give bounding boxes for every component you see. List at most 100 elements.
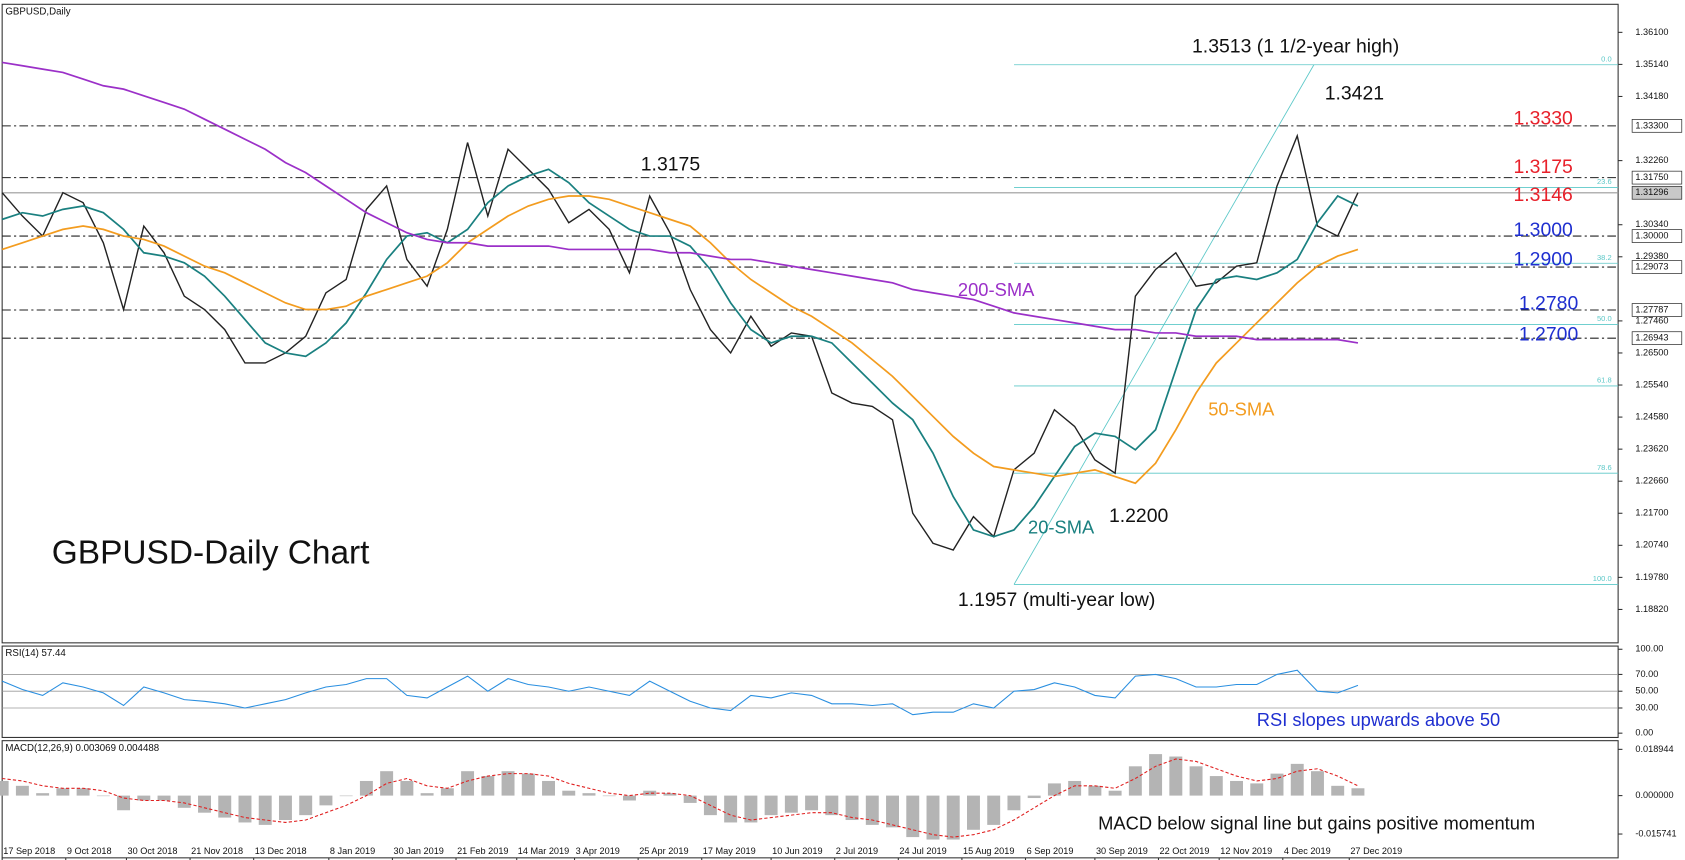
y-tick-label: 30.00	[1635, 702, 1658, 712]
macd-bar	[198, 795, 211, 813]
macd-bar	[36, 793, 50, 796]
y-tick-label: 1.21700	[1635, 508, 1668, 518]
annotation: 1.3513 (1 1/2-year high)	[1192, 35, 1399, 57]
annotation: 1.2200	[1109, 505, 1169, 527]
series-label: 20-SMA	[1028, 517, 1095, 538]
y-tick-label: 1.20740	[1635, 540, 1668, 550]
annotation: 1.3175	[641, 154, 700, 176]
level-label-box	[1631, 331, 1683, 345]
macd-bar	[278, 795, 292, 821]
y-tick-label: 0.018944	[1635, 744, 1673, 754]
x-tick-label: 14 Mar 2019	[518, 846, 569, 856]
macd-bar	[0, 780, 9, 796]
x-tick-label: 2 Jul 2019	[836, 846, 878, 856]
level-label-box	[1631, 119, 1683, 133]
macd-bar	[1088, 785, 1102, 796]
macd-bar	[76, 788, 90, 796]
macd-bar	[987, 795, 1001, 825]
macd-bar	[805, 795, 819, 811]
macd-bar	[1351, 788, 1365, 796]
macd-bar	[724, 795, 738, 823]
macd-bar	[1290, 763, 1304, 796]
y-tick-label: 50.00	[1635, 686, 1658, 696]
macd-bar	[1270, 773, 1284, 796]
macd-panel-frame	[1, 740, 1619, 859]
x-tick-label: 17 Sep 2018	[3, 846, 55, 856]
y-tick-label: 1.30340	[1635, 219, 1668, 229]
y-tick-label: 0.00	[1635, 728, 1653, 738]
x-tick-label: 3 Apr 2019	[576, 846, 620, 856]
rsi-title: RSI(14) 57.44	[5, 648, 66, 659]
y-tick-label: 1.36100	[1635, 27, 1668, 37]
macd-bar	[461, 771, 475, 796]
macd-bar	[1128, 766, 1142, 796]
macd-bar	[1169, 756, 1183, 796]
macd-bar	[481, 776, 495, 796]
level-label: 1.29073	[1635, 261, 1668, 271]
y-tick-label: 70.00	[1635, 669, 1658, 679]
x-tick-label: 27 Dec 2019	[1350, 846, 1402, 856]
macd-bar	[886, 795, 899, 828]
rsi-line	[1, 669, 1359, 716]
y-tick-label: 1.26500	[1635, 347, 1668, 357]
macd-bar	[299, 795, 313, 816]
x-tick-label: 22 Oct 2019	[1160, 846, 1210, 856]
fib-label: 50.0	[1597, 314, 1612, 323]
macd-bar	[380, 771, 394, 796]
x-tick-label: 4 Dec 2019	[1284, 846, 1331, 856]
y-tick-label: 100.00	[1635, 644, 1663, 654]
x-tick-label: 21 Feb 2019	[457, 846, 508, 856]
x-tick-label: 30 Sep 2019	[1096, 846, 1148, 856]
annotation: 1.1957 (multi-year low)	[958, 589, 1155, 611]
macd-bar	[926, 795, 940, 840]
x-tick-label: 24 Jul 2019	[899, 846, 946, 856]
macd-bar	[1027, 795, 1041, 799]
macd-bar	[825, 795, 839, 816]
level-label: 1.27787	[1635, 304, 1668, 314]
y-tick-label: -0.015741	[1635, 828, 1676, 838]
macd-bar	[744, 795, 758, 823]
price-panel-frame	[1, 3, 1619, 644]
sma-line	[1, 168, 1359, 538]
fib-label: 100.0	[1593, 574, 1612, 583]
y-tick-label: 1.18820	[1635, 604, 1668, 614]
signal-line	[2, 758, 1359, 838]
y-tick-label: 0.000000	[1635, 790, 1673, 800]
level-label-box	[1631, 170, 1683, 185]
macd-bar	[177, 795, 191, 808]
macd-bar	[1007, 795, 1021, 811]
macd-bar	[1209, 776, 1223, 796]
macd-bar	[15, 785, 29, 796]
macd-bar	[440, 788, 454, 796]
series-label: 200-SMA	[958, 279, 1035, 300]
price-line	[1, 133, 1359, 551]
macd-bar	[56, 788, 70, 796]
macd-bar	[582, 793, 596, 796]
x-tick-label: 30 Oct 2018	[128, 846, 178, 856]
macd-bar	[258, 795, 272, 825]
annotation: 1.2900	[1513, 248, 1573, 270]
level-label: 1.33300	[1635, 120, 1668, 130]
y-tick-label: 1.23620	[1635, 444, 1668, 454]
level-label-box	[1631, 303, 1683, 317]
macd-bar	[1068, 780, 1082, 796]
macd-bar	[339, 795, 353, 797]
level-label-box	[1631, 229, 1683, 243]
macd-bar	[1189, 766, 1203, 796]
sma-line	[2, 61, 1359, 344]
annotation: 1.3421	[1325, 83, 1384, 105]
macd-bar	[218, 795, 232, 818]
macd-bar	[845, 795, 859, 821]
macd-bar	[1230, 780, 1244, 796]
level-label-box	[1631, 260, 1683, 274]
chart-title: GBPUSD,Daily	[5, 6, 70, 17]
level-label: 1.26943	[1635, 333, 1668, 343]
macd-bar	[1331, 785, 1345, 796]
macd-bar	[663, 793, 677, 796]
y-tick-label: 1.35140	[1635, 59, 1668, 69]
macd-bar	[1047, 783, 1061, 796]
x-tick-label: 13 Dec 2018	[255, 846, 307, 856]
